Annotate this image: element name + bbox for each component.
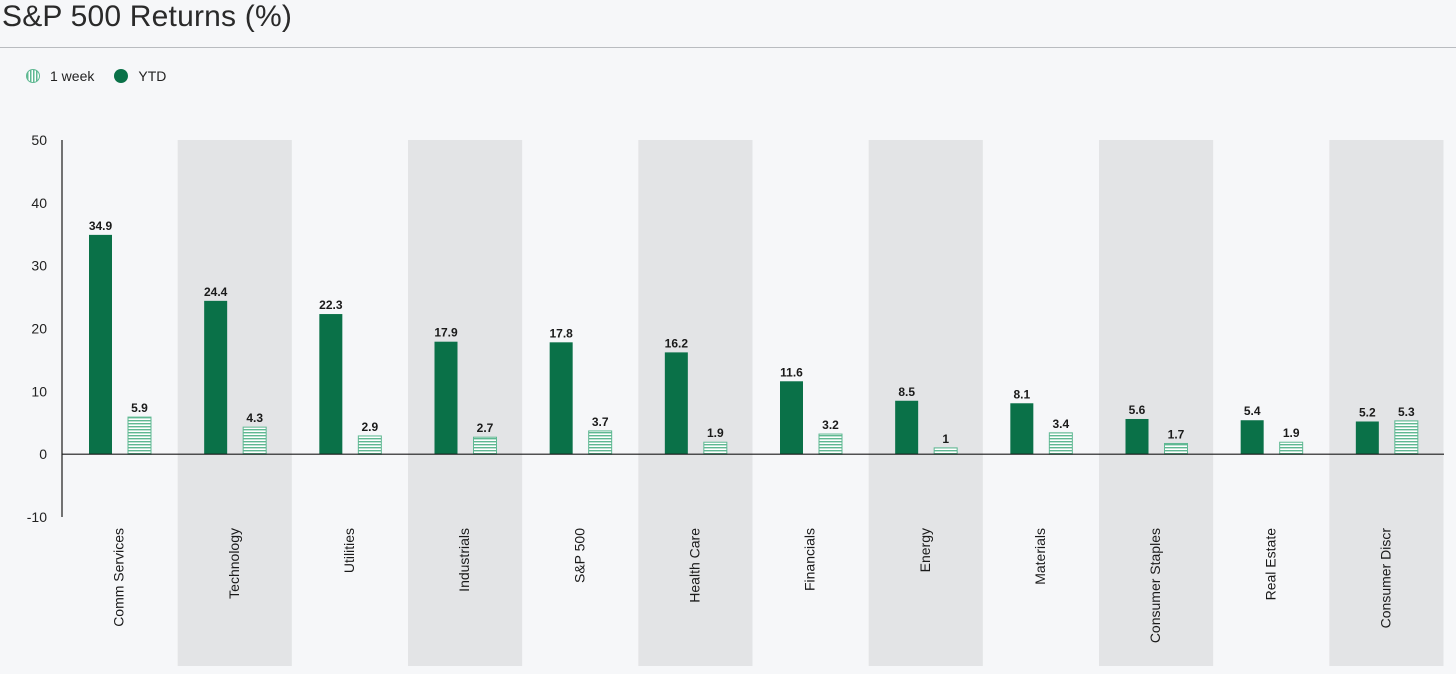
bar-ytd-consumer-staples [1125, 418, 1149, 455]
bar-1-week-real-estate [1279, 441, 1304, 455]
data-label-1-week-consumer-discr: 5.3 [1398, 405, 1415, 419]
data-label-ytd-s-p-500: 17.8 [549, 326, 573, 340]
bar-1-week-s-p-500 [588, 430, 613, 455]
band-consumer-discr [1329, 140, 1444, 666]
legend-label-ytd: YTD [138, 68, 167, 84]
bars [89, 234, 1419, 455]
data-label-1-week-health-care: 1.9 [707, 426, 724, 440]
data-label-ytd-materials: 8.1 [1013, 387, 1030, 401]
x-tick-label-health-care: Health Care [686, 528, 702, 603]
band-industrials [408, 140, 523, 666]
bar-1-week-materials [1048, 432, 1073, 455]
bar-1-week-industrials [473, 436, 497, 455]
bar-1-week-energy [933, 447, 958, 455]
category-bands [177, 140, 1444, 666]
chart-title: S&P 500 Returns (%) [2, 0, 293, 33]
y-tick-label: 30 [31, 258, 47, 274]
bar-ytd-energy [895, 400, 919, 455]
bar-1-week-technology [242, 426, 267, 455]
data-label-ytd-real-estate: 5.4 [1244, 404, 1261, 418]
data-label-1-week-technology: 4.3 [246, 411, 263, 425]
data-label-1-week-consumer-staples: 1.7 [1168, 427, 1185, 441]
x-tick-label-technology: Technology [226, 528, 242, 599]
x-tick-label-energy: Energy [917, 528, 933, 572]
data-label-ytd-comm-services: 34.9 [89, 219, 113, 233]
x-tick-label-industrials: Industrials [456, 528, 472, 592]
data-label-ytd-energy: 8.5 [898, 385, 915, 399]
data-label-ytd-utilities: 22.3 [319, 298, 343, 312]
bar-ytd-technology [204, 300, 228, 455]
bar-ytd-industrials [434, 341, 458, 455]
legend-label-1-week: 1 week [50, 68, 95, 84]
x-tick-label-materials: Materials [1032, 528, 1048, 585]
x-tick-label-real-estate: Real Estate [1262, 528, 1278, 601]
data-label-1-week-materials: 3.4 [1052, 417, 1069, 431]
x-tick-label-s-p-500: S&P 500 [571, 528, 587, 583]
data-label-ytd-consumer-staples: 5.6 [1129, 403, 1146, 417]
legend-item-1-week: 1 week [26, 68, 94, 84]
y-tick-label: 20 [31, 321, 47, 337]
bar-1-week-comm-services [127, 416, 152, 455]
bar-1-week-health-care [703, 441, 728, 455]
data-label-ytd-industrials: 17.9 [434, 326, 458, 340]
x-tick-label-consumer-discr: Consumer Discr [1377, 528, 1393, 629]
bar-ytd-s-p-500 [549, 342, 573, 455]
data-label-1-week-industrials: 2.7 [477, 421, 494, 435]
bar-ytd-real-estate [1240, 420, 1264, 455]
data-label-1-week-comm-services: 5.9 [131, 401, 148, 415]
x-tick-label-consumer-staples: Consumer Staples [1147, 528, 1163, 643]
bar-1-week-financials [818, 433, 843, 455]
data-label-ytd-consumer-discr: 5.2 [1359, 405, 1376, 419]
title-divider [0, 47, 1456, 48]
data-label-1-week-real-estate: 1.9 [1283, 426, 1300, 440]
bar-ytd-consumer-discr [1355, 421, 1379, 455]
bar-ytd-utilities [319, 314, 343, 455]
y-tick-label: 50 [31, 132, 47, 148]
legend: 1 week YTD [26, 68, 166, 84]
y-tick-label: -10 [27, 509, 47, 525]
x-tick-label-utilities: Utilities [341, 528, 357, 573]
band-energy [868, 140, 983, 666]
band-consumer-staples [1099, 140, 1214, 666]
x-tick-label-financials: Financials [802, 528, 818, 591]
bar-1-week-consumer-discr [1394, 420, 1419, 455]
bar-ytd-comm-services [89, 234, 112, 455]
legend-item-ytd: YTD [114, 68, 166, 84]
data-label-1-week-financials: 3.2 [822, 418, 839, 432]
x-tick-label-comm-services: Comm Services [111, 528, 127, 627]
legend-swatch-ytd [114, 69, 129, 83]
data-label-1-week-s-p-500: 3.7 [592, 415, 609, 429]
data-label-ytd-health-care: 16.2 [665, 336, 689, 350]
legend-swatch-1-week [26, 69, 40, 83]
y-tick-label: 10 [31, 383, 47, 399]
data-label-ytd-technology: 24.4 [204, 285, 228, 299]
bar-ytd-materials [1010, 403, 1034, 455]
bar-ytd-financials [780, 381, 803, 455]
data-label-1-week-energy: 1 [942, 432, 949, 446]
axes: 50 40 30 20 10 0 -10 [27, 132, 63, 525]
labels: 34.9 5.9 Comm Services 24.4 4.3 Technology 22.… [62, 219, 1444, 643]
data-label-ytd-financials: 11.6 [780, 365, 803, 379]
bar-ytd-health-care [664, 352, 688, 455]
band-technology [177, 140, 292, 666]
band-health-care [638, 140, 753, 666]
bar-1-week-utilities [357, 435, 382, 455]
data-label-1-week-utilities: 2.9 [361, 420, 378, 434]
y-tick-label: 40 [31, 195, 47, 211]
y-tick-label: 0 [39, 446, 47, 462]
bar-1-week-consumer-staples [1164, 442, 1188, 455]
